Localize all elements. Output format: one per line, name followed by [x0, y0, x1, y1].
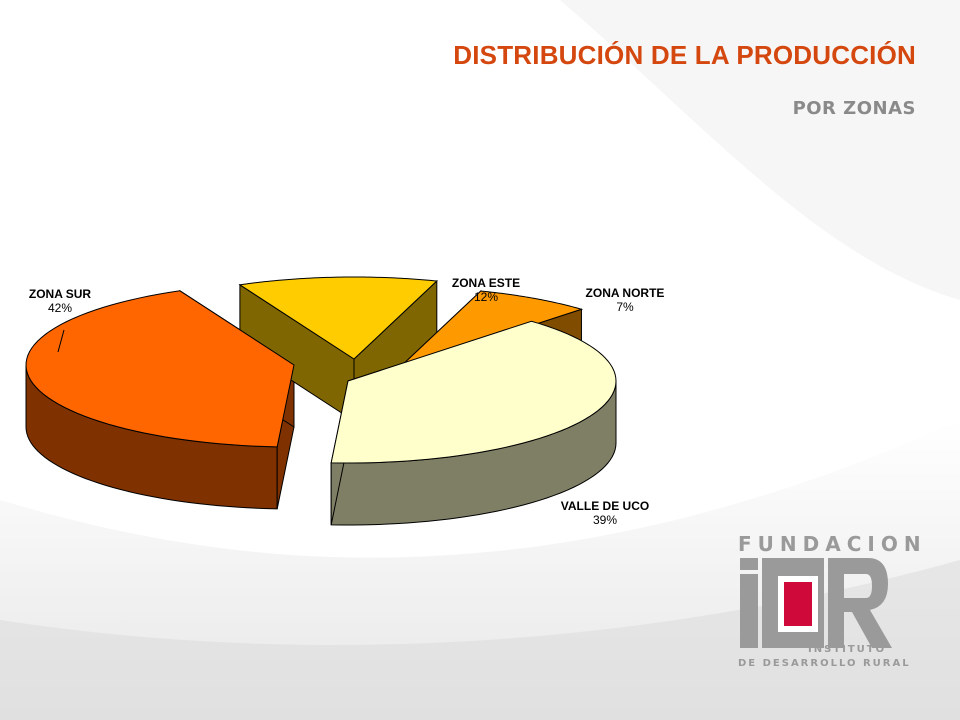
logo-line-2: DE DESARROLLO RURAL	[738, 658, 911, 669]
zona-norte-label: ZONA NORTE	[586, 286, 665, 300]
zona-norte-value-label: 7%	[616, 300, 634, 314]
zona-este-label: ZONA ESTE	[452, 276, 520, 290]
valle-de-uco-slice	[330, 320, 617, 464]
zona-este-slice	[238, 276, 438, 360]
valle-de-uco-value-label: 39%	[593, 513, 617, 527]
zona-este-value-label: 12%	[474, 290, 498, 304]
logo-line-1: INSTITUTO	[808, 644, 887, 655]
valle-de-uco-label: VALLE DE UCO	[561, 499, 649, 513]
zona-sur-slice	[25, 290, 295, 448]
logo-top-text: FUNDACION	[738, 532, 927, 556]
page-subtitle: POR ZONAS	[792, 98, 916, 119]
idr-logo: FUNDACION INSTITUTO DE DESARROLLO RURAL	[732, 528, 921, 678]
zona-sur-leader-line	[57, 329, 65, 353]
idr-mark-icon	[740, 558, 892, 648]
zona-sur-value-label: 42%	[48, 301, 72, 315]
page-title: DISTRIBUCIÓN DE LA PRODUCCIÓN	[453, 40, 916, 70]
zona-sur-label: ZONA SUR	[29, 287, 92, 301]
